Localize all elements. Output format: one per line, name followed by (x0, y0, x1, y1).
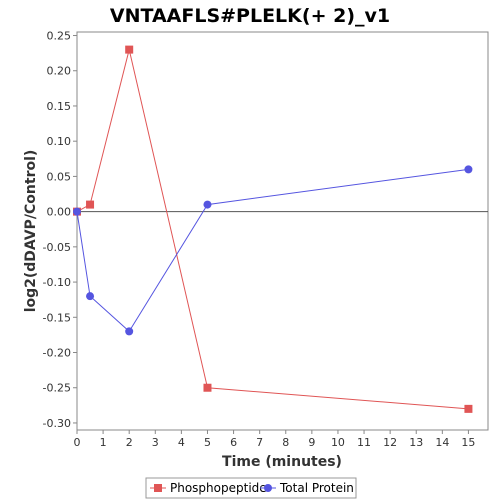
x-tick-label: 1 (100, 436, 107, 449)
y-tick-label: 0.10 (47, 135, 72, 148)
x-tick-label: 2 (126, 436, 133, 449)
y-tick-label: 0.15 (47, 100, 72, 113)
legend-label-phosphopeptide: Phosphopeptide (170, 481, 267, 495)
data-point-phosphopeptide (86, 200, 95, 209)
y-tick-label: -0.05 (43, 241, 71, 254)
x-tick-label: 11 (357, 436, 371, 449)
data-point-phosphopeptide (125, 45, 134, 54)
y-tick-label: 0.05 (47, 170, 72, 183)
x-tick-label: 10 (331, 436, 345, 449)
x-tick-label: 13 (409, 436, 423, 449)
x-axis-label: Time (minutes) (222, 454, 342, 470)
x-tick-label: 5 (204, 436, 211, 449)
data-point-total-protein (464, 165, 473, 174)
data-point-total-protein (73, 207, 81, 216)
legend: Phosphopeptide Total Protein (145, 477, 357, 499)
x-tick-label: 3 (152, 436, 159, 449)
plot-area (76, 31, 489, 431)
data-point-phosphopeptide (203, 383, 212, 392)
y-tick-label: -0.30 (43, 417, 71, 430)
y-tick-label: -0.10 (43, 276, 71, 289)
x-tick-label: 14 (435, 436, 449, 449)
x-tick-label: 6 (230, 436, 237, 449)
y-tick-label: 0.25 (47, 30, 72, 43)
x-tick-label: 4 (178, 436, 185, 449)
data-point-phosphopeptide (464, 404, 473, 413)
y-tick-label: -0.15 (43, 311, 71, 324)
x-axis: 0 1 2 3 4 5 6 7 8 9 10 11 12 13 14 15 (74, 430, 475, 449)
x-tick-label: 12 (383, 436, 397, 449)
legend-marker-total-protein (264, 484, 272, 492)
series-group (73, 45, 473, 413)
x-tick-label: 0 (74, 436, 81, 449)
data-point-total-protein (86, 292, 95, 301)
y-axis-label: log2(dDAVP/Control) (23, 150, 39, 313)
y-tick-label: 0.00 (47, 206, 72, 219)
data-point-total-protein (125, 327, 134, 336)
x-tick-label: 8 (282, 436, 289, 449)
x-tick-label: 9 (308, 436, 315, 449)
y-tick-label: 0.20 (47, 65, 72, 78)
chart-title: VNTAAFLS#PLELK(+ 2)_v1 (110, 5, 390, 27)
y-tick-label: -0.25 (43, 382, 71, 395)
legend-label-total-protein: Total Protein (279, 481, 354, 495)
data-point-total-protein (203, 200, 212, 209)
legend-box (145, 477, 357, 499)
legend-marker-phosphopeptide (154, 484, 162, 492)
y-tick-label: -0.20 (43, 347, 71, 360)
y-axis: 0.25 0.20 0.15 0.10 0.05 0.00 -0.05 -0.10 -0.15 -… (43, 30, 77, 430)
x-tick-label: 7 (256, 436, 263, 449)
x-tick-label: 15 (461, 436, 475, 449)
